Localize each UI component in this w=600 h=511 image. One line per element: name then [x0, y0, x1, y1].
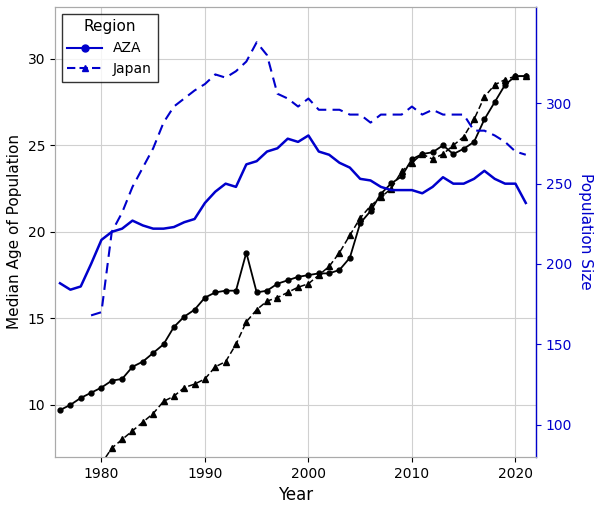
Japan	[377, 194, 385, 200]
AZA	[181, 314, 188, 320]
AZA	[450, 151, 457, 157]
Japan	[512, 73, 519, 79]
AZA	[429, 149, 436, 155]
AZA	[108, 378, 115, 384]
Japan	[398, 168, 405, 174]
AZA	[346, 255, 353, 261]
AZA	[409, 156, 416, 162]
Japan	[232, 341, 239, 347]
AZA	[56, 407, 64, 413]
Japan	[450, 142, 457, 148]
Y-axis label: Population Size: Population Size	[578, 174, 593, 290]
AZA	[243, 249, 250, 256]
Line: Japan: Japan	[88, 74, 529, 468]
AZA	[398, 173, 405, 179]
AZA	[336, 267, 343, 273]
AZA	[170, 324, 178, 330]
Japan	[284, 289, 292, 295]
Japan	[295, 284, 302, 290]
AZA	[191, 307, 198, 313]
Japan	[491, 82, 499, 88]
Japan	[419, 151, 426, 157]
AZA	[149, 350, 157, 356]
Japan	[409, 159, 416, 166]
Japan	[346, 233, 353, 239]
AZA	[315, 270, 322, 276]
AZA	[263, 288, 271, 294]
Japan	[429, 156, 436, 162]
Japan	[367, 203, 374, 209]
Japan	[470, 117, 478, 123]
AZA	[502, 82, 509, 88]
AZA	[284, 277, 292, 284]
AZA	[139, 359, 146, 365]
Japan	[108, 445, 115, 451]
Legend: AZA, Japan: AZA, Japan	[62, 14, 158, 82]
AZA	[419, 151, 426, 157]
AZA	[326, 270, 333, 276]
Japan	[305, 281, 312, 287]
AZA	[470, 139, 478, 145]
AZA	[356, 220, 364, 226]
Japan	[119, 436, 126, 443]
AZA	[222, 288, 229, 294]
Japan	[356, 215, 364, 221]
AZA	[119, 376, 126, 382]
Japan	[336, 249, 343, 256]
Japan	[88, 462, 95, 469]
Japan	[181, 384, 188, 390]
AZA	[481, 117, 488, 123]
AZA	[253, 289, 260, 295]
Japan	[202, 376, 209, 382]
Japan	[315, 272, 322, 278]
Y-axis label: Median Age of Population: Median Age of Population	[7, 134, 22, 330]
AZA	[88, 390, 95, 396]
Japan	[460, 134, 467, 140]
AZA	[212, 289, 219, 295]
AZA	[129, 364, 136, 370]
Japan	[149, 410, 157, 416]
AZA	[512, 73, 519, 79]
AZA	[295, 274, 302, 280]
AZA	[67, 402, 74, 408]
AZA	[160, 341, 167, 347]
Japan	[326, 263, 333, 269]
Japan	[388, 185, 395, 192]
Japan	[191, 381, 198, 387]
Japan	[160, 399, 167, 405]
Japan	[98, 460, 105, 467]
AZA	[274, 281, 281, 287]
Japan	[129, 428, 136, 434]
AZA	[377, 191, 385, 197]
AZA	[98, 384, 105, 390]
Japan	[212, 364, 219, 370]
Japan	[481, 94, 488, 100]
X-axis label: Year: Year	[278, 486, 313, 504]
AZA	[305, 272, 312, 278]
AZA	[77, 395, 85, 401]
Japan	[439, 151, 446, 157]
Japan	[222, 359, 229, 365]
AZA	[460, 146, 467, 152]
AZA	[388, 180, 395, 187]
Japan	[502, 77, 509, 83]
Japan	[170, 393, 178, 399]
Japan	[274, 294, 281, 300]
AZA	[232, 288, 239, 294]
AZA	[439, 142, 446, 148]
AZA	[491, 99, 499, 105]
AZA	[202, 294, 209, 300]
Japan	[139, 419, 146, 425]
Japan	[522, 73, 529, 79]
Line: AZA: AZA	[58, 74, 528, 412]
AZA	[522, 73, 529, 79]
AZA	[367, 208, 374, 214]
Japan	[253, 307, 260, 313]
Japan	[243, 319, 250, 325]
Japan	[263, 298, 271, 304]
